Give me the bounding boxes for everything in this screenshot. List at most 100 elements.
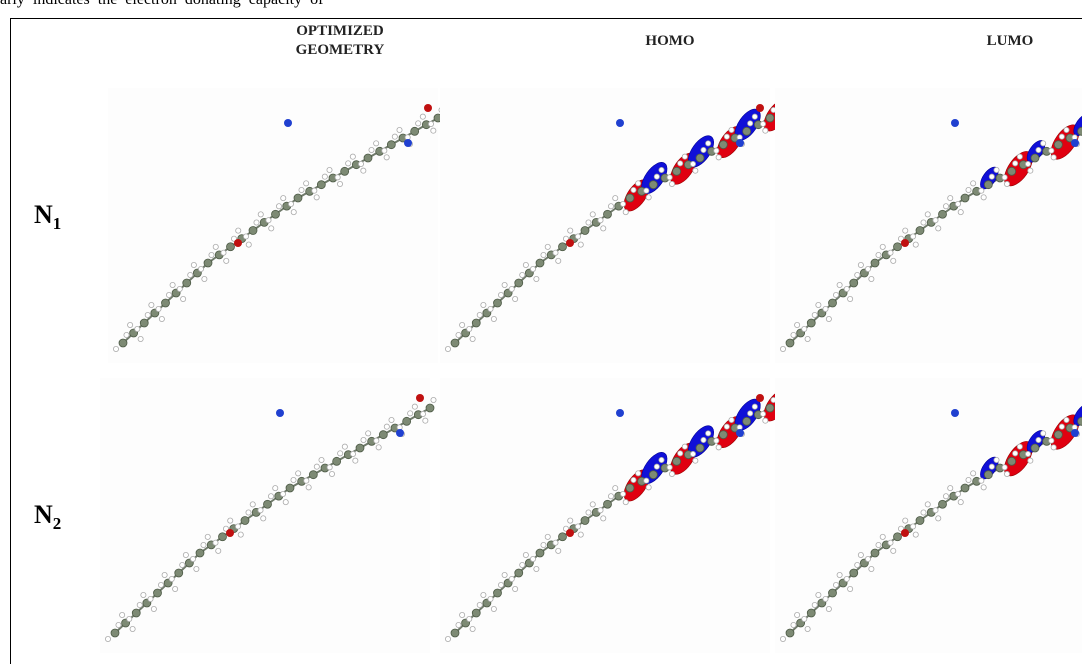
carbon-atom xyxy=(1007,456,1017,466)
hydrogen-atom xyxy=(326,167,333,174)
carbon-atom xyxy=(960,483,970,493)
hydrogen-atom xyxy=(280,195,287,202)
oxygen-atom xyxy=(226,529,234,537)
hydrogen-atom xyxy=(326,464,333,471)
hydrogen-atom xyxy=(607,493,614,500)
hydrogen-atom xyxy=(1012,160,1019,167)
carbon-atom xyxy=(915,226,925,235)
hydrogen-atom xyxy=(728,417,735,424)
hydrogen-atom xyxy=(313,463,320,470)
hydrogen-atom xyxy=(833,581,840,588)
hydrogen-atom xyxy=(825,605,832,612)
hydrogen-atom xyxy=(875,251,882,258)
carbon-atom xyxy=(742,126,752,136)
hydrogen-atom xyxy=(713,437,720,444)
carbon-atom xyxy=(410,126,420,136)
hydrogen-atom xyxy=(965,187,972,194)
hydrogen-atom xyxy=(804,625,811,632)
hydrogen-atom xyxy=(295,470,302,477)
hydrogen-atom xyxy=(227,517,234,524)
hydrogen-atom xyxy=(215,547,222,554)
carbon-atom xyxy=(849,568,859,578)
hydrogen-atom xyxy=(298,187,305,194)
hydrogen-atom xyxy=(313,194,320,201)
hydrogen-atom xyxy=(555,257,562,264)
hydrogen-atom xyxy=(419,411,426,418)
hydrogen-atom xyxy=(220,249,227,256)
oxygen-atom xyxy=(901,239,909,247)
hydrogen-atom xyxy=(267,493,274,500)
nitrogen-atom xyxy=(616,409,624,417)
carbon-atom xyxy=(386,140,396,150)
hydrogen-atom xyxy=(119,611,126,618)
hydrogen-atom xyxy=(508,285,515,292)
hydrogen-atom xyxy=(728,127,735,134)
hydrogen-atom xyxy=(147,595,154,602)
carbon-atom xyxy=(110,628,120,638)
hydrogen-atom xyxy=(368,147,375,154)
carbon-atom xyxy=(806,608,816,618)
row-label-main: N xyxy=(34,500,53,529)
hydrogen-atom xyxy=(144,311,151,318)
oxygen-atom xyxy=(234,239,242,247)
header-line: LUMO xyxy=(986,33,1034,49)
hydrogen-atom xyxy=(260,515,267,522)
hydrogen-atom xyxy=(381,147,388,154)
hydrogen-atom xyxy=(533,275,540,282)
hydrogen-atom xyxy=(692,167,699,174)
hydrogen-atom xyxy=(954,201,961,208)
header-line: HOMO xyxy=(645,33,695,49)
panel-background xyxy=(108,88,438,363)
hydrogen-atom xyxy=(498,291,505,298)
nitrogen-atom xyxy=(1071,429,1079,437)
hydrogen-atom xyxy=(836,571,843,578)
hydrogen-atom xyxy=(204,533,211,540)
hydrogen-atom xyxy=(585,509,592,516)
carbon-atom xyxy=(938,209,947,219)
hydrogen-atom xyxy=(666,464,673,471)
hydrogen-atom xyxy=(544,243,551,250)
hydrogen-atom xyxy=(1063,417,1070,424)
carbon-atom xyxy=(471,608,481,618)
hydrogen-atom xyxy=(689,161,696,168)
carbon-atom xyxy=(402,416,412,426)
hydrogen-atom xyxy=(279,491,286,498)
hydrogen-atom xyxy=(868,275,875,282)
hydrogen-atom xyxy=(522,551,529,558)
hydrogen-atom xyxy=(1016,443,1023,450)
carbon-atom xyxy=(580,516,590,525)
row-label-main: N xyxy=(34,200,53,229)
hydrogen-atom xyxy=(445,635,451,642)
hydrogen-atom xyxy=(360,167,367,174)
column-header: OPTIMIZED GEOMETRY xyxy=(270,22,410,60)
caption-fragment: arly indicates the electron donating cap… xyxy=(0,0,323,9)
carbon-atom xyxy=(378,430,388,440)
carbon-atom xyxy=(1053,140,1063,150)
hydrogen-atom xyxy=(419,113,426,120)
hydrogen-atom xyxy=(668,471,675,478)
hydrogen-atom xyxy=(459,321,466,328)
hydrogen-atom xyxy=(978,477,985,484)
hydrogen-atom xyxy=(208,251,215,258)
hydrogen-atom xyxy=(833,291,840,298)
hydrogen-atom xyxy=(257,211,264,218)
carbon-atom xyxy=(263,499,272,509)
hydrogen-atom xyxy=(1027,457,1034,464)
panel-background xyxy=(440,88,770,363)
carbon-atom xyxy=(535,548,545,558)
hydrogen-atom xyxy=(909,523,916,530)
hydrogen-atom xyxy=(920,509,927,516)
hydrogen-atom xyxy=(887,539,894,546)
hydrogen-atom xyxy=(212,243,219,250)
hydrogen-atom xyxy=(762,127,769,134)
hydrogen-atom xyxy=(980,194,987,201)
hydrogen-atom xyxy=(677,160,684,167)
hydrogen-atom xyxy=(180,295,187,302)
hydrogen-atom xyxy=(1058,133,1065,140)
hydrogen-atom xyxy=(567,517,574,524)
hydrogen-atom xyxy=(235,227,242,234)
hydrogen-atom xyxy=(544,533,551,540)
hydrogen-atom xyxy=(843,285,850,292)
